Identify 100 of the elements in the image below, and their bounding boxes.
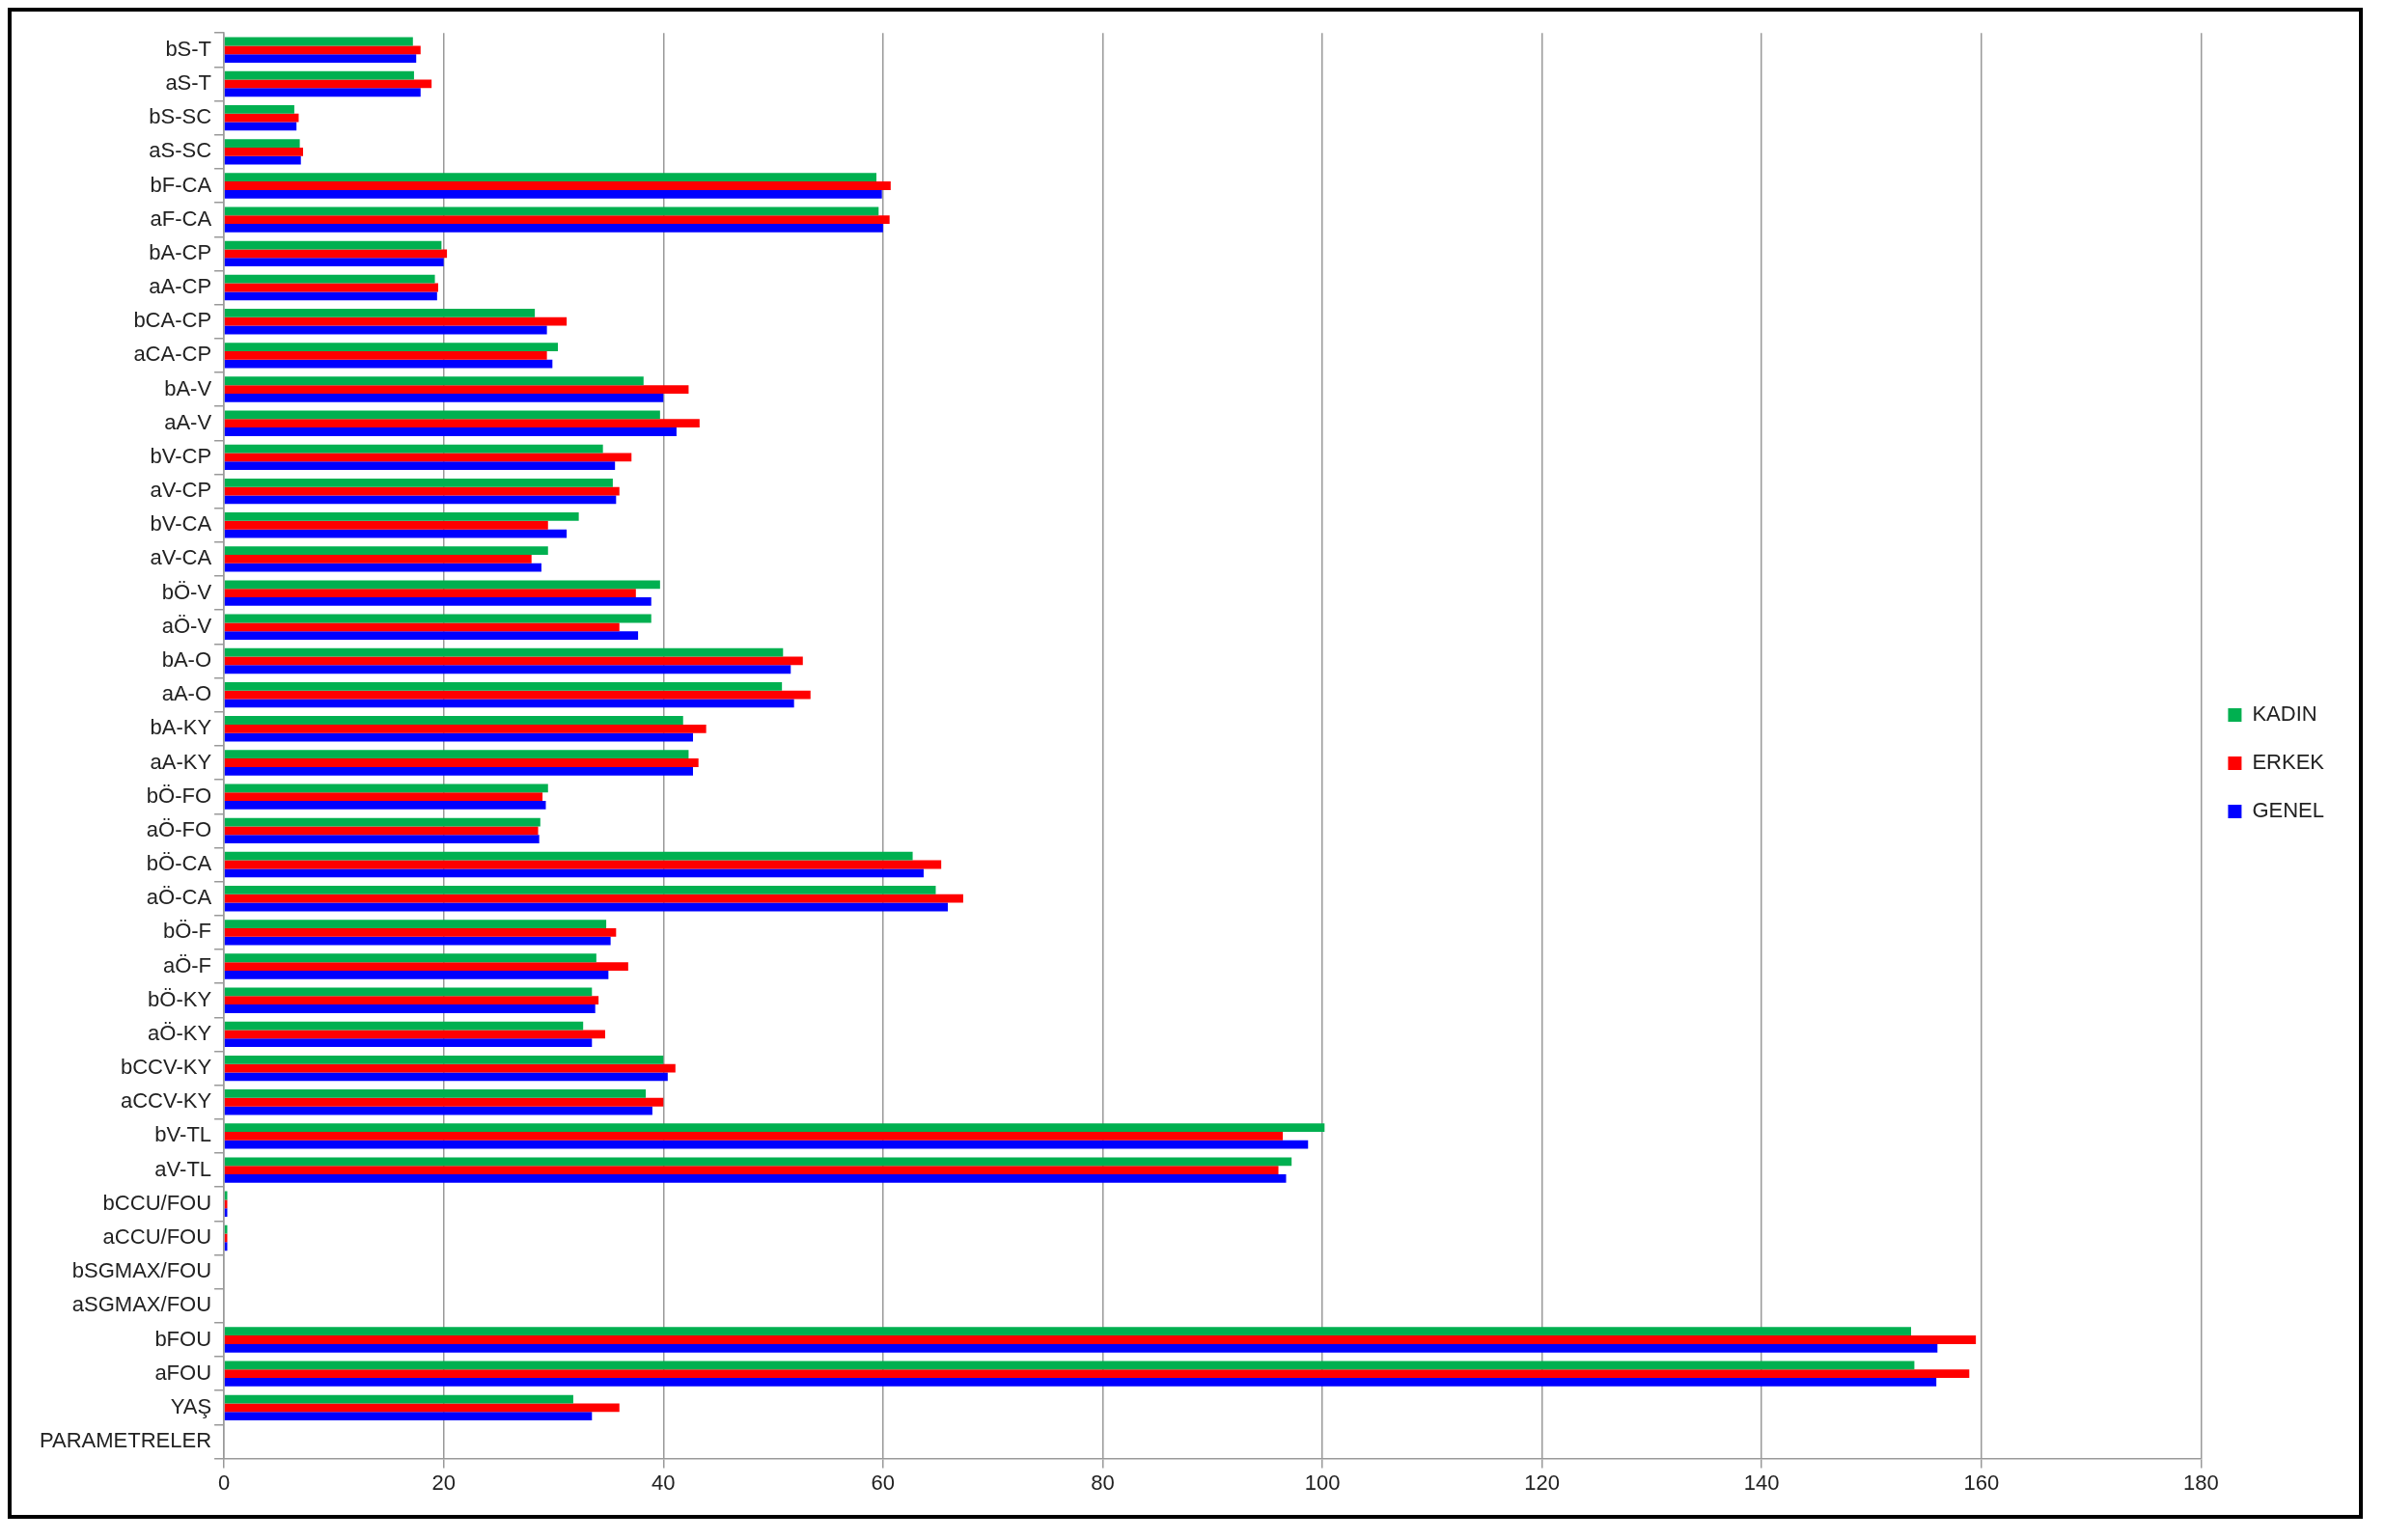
bar [224,580,660,590]
bar [224,1004,596,1013]
bar [224,385,689,394]
bar [224,826,539,836]
bar [224,1132,1284,1141]
bar [224,936,611,946]
y-tick-label: bÖ-FO [146,783,212,808]
x-tick-label: 80 [1091,1470,1115,1495]
bar [224,699,794,708]
bar [224,206,879,216]
y-tick-label: bF-CA [150,172,212,197]
bar [224,70,414,80]
bar [224,1327,1911,1336]
y-tick-label: bSGMAX/FOU [71,1258,212,1283]
bar [224,419,700,428]
bar [224,656,803,666]
x-tick-label: 60 [871,1470,896,1495]
y-tick-label: bS-T [165,36,212,61]
x-tick-label: 140 [1743,1470,1780,1495]
bar [224,309,536,317]
bar [224,1174,1287,1183]
y-tick-label: bÖ-F [162,919,212,944]
y-tick-label: aF-CA [150,206,212,231]
bar [224,104,294,114]
bar [224,283,438,292]
bar [224,410,660,420]
y-tick-label: bV-CP [150,443,212,468]
bar [224,45,421,55]
bar [224,37,413,46]
bar [224,555,532,564]
y-tick-label: YAŞ [170,1393,212,1418]
bar [224,512,579,521]
bar [224,732,693,742]
bar [224,868,924,878]
bar [224,801,546,810]
legend-label: GENEL [2252,798,2325,823]
bar [224,589,636,597]
bar [224,1030,605,1039]
y-tick-label: aÖ-F [162,952,212,977]
x-tick-label: 120 [1524,1470,1560,1495]
bar [224,393,664,402]
bar [224,495,617,505]
x-tick-label: 40 [652,1470,676,1495]
y-tick-label: aCCV-KY [120,1088,212,1114]
y-tick-label: aÖ-CA [146,885,212,910]
y-tick-label: bCCU/FOU [102,1190,212,1215]
y-tick-label: bA-CP [149,239,212,264]
bar [224,189,882,199]
y-tick-label: bV-TL [154,1122,212,1147]
y-tick-label: bÖ-CA [146,851,212,876]
y-tick-label: bA-KY [150,715,212,740]
bar [224,147,304,156]
bar [224,835,540,844]
bar [224,325,547,335]
bar [224,486,620,496]
y-tick-label: bV-CA [150,511,212,536]
legend-label: ERKEK [2252,750,2325,775]
y-tick-label: aA-O [161,681,212,706]
x-tick-label: 0 [217,1470,231,1495]
bar [224,1403,620,1413]
y-tick-label: aA-KY [150,749,212,774]
bar [224,350,547,360]
y-tick-label: bFOU [154,1326,212,1351]
y-tick-label: PARAMETRELER [40,1428,212,1453]
bar [224,1097,664,1107]
bar [224,792,543,802]
bar [224,139,300,148]
bar [224,224,883,233]
bar [224,860,942,869]
y-tick-label: aS-SC [149,138,212,163]
y-tick-label: aSGMAX/FOU [71,1292,212,1317]
y-tick-label: bCA-CP [133,308,212,333]
bar [224,291,437,301]
bar [224,987,593,997]
bar [224,766,693,776]
bar [224,614,652,623]
bar [224,1361,1915,1370]
y-tick-label: bCCV-KY [120,1055,212,1080]
bar [224,750,689,759]
bar [224,155,301,165]
bar [224,902,948,912]
bar [224,453,632,462]
bar [224,563,541,572]
bar [224,681,783,691]
bar [224,376,644,386]
y-tick-label: aÖ-V [161,613,212,638]
bar [224,1378,1937,1387]
bar [224,478,613,487]
bar [224,274,435,284]
y-tick-label: aÖ-KY [148,1020,212,1045]
x-tick-label: 100 [1304,1470,1341,1495]
y-tick-label: bA-V [164,375,212,400]
bar [224,529,568,538]
bar [224,1106,652,1115]
bar [224,461,616,471]
bar [224,1412,593,1421]
y-tick-label: bS-SC [149,104,212,129]
bar [224,343,559,351]
bar [224,258,444,267]
bar [224,215,890,225]
